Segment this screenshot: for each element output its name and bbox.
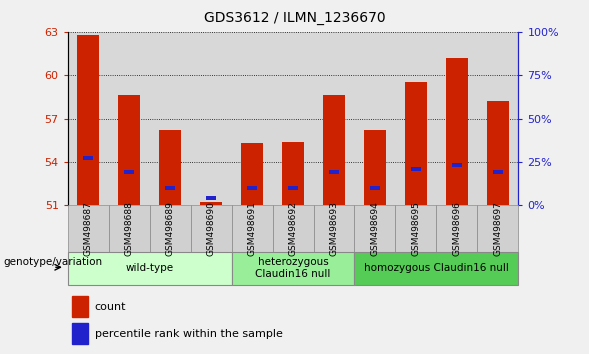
Bar (363, 130, 386, 205)
Bar (83, 156, 93, 160)
Bar (436, 32, 477, 205)
Text: GSM498693: GSM498693 (329, 201, 339, 256)
Bar (109, 205, 150, 251)
Bar (370, 186, 380, 190)
Bar (118, 96, 140, 205)
Bar (436, 205, 477, 251)
Text: GSM498689: GSM498689 (166, 201, 175, 256)
Bar (231, 205, 273, 251)
Bar (313, 205, 355, 251)
Bar (247, 186, 257, 190)
Bar (273, 32, 313, 205)
Bar (68, 205, 109, 251)
Text: GSM498690: GSM498690 (207, 201, 216, 256)
Text: heterozygous
Claudin16 null: heterozygous Claudin16 null (256, 257, 330, 279)
Text: GSM498696: GSM498696 (452, 201, 461, 256)
Bar (150, 32, 191, 205)
Bar (355, 251, 518, 285)
Bar (411, 167, 421, 171)
Bar (206, 196, 216, 200)
Bar (493, 170, 503, 174)
Bar (355, 32, 395, 205)
Text: genotype/variation: genotype/variation (3, 257, 102, 267)
Bar (487, 101, 509, 205)
Bar (477, 32, 518, 205)
Bar (124, 170, 134, 174)
Bar (231, 251, 355, 285)
Bar (355, 205, 395, 251)
Bar (313, 32, 355, 205)
Bar (191, 32, 231, 205)
Bar (72, 324, 88, 344)
Text: percentile rank within the sample: percentile rank within the sample (95, 329, 283, 339)
Bar (323, 96, 345, 205)
Bar (273, 205, 313, 251)
Bar (452, 163, 462, 167)
Bar (231, 32, 273, 205)
Text: GSM498687: GSM498687 (84, 201, 92, 256)
Text: GSM498694: GSM498694 (370, 201, 379, 256)
Bar (191, 205, 231, 251)
Bar (200, 202, 223, 205)
Bar (72, 296, 88, 317)
Text: homozygous Claudin16 null: homozygous Claudin16 null (364, 263, 509, 273)
Bar (77, 35, 100, 205)
Text: GSM498697: GSM498697 (494, 201, 502, 256)
Bar (395, 205, 436, 251)
Bar (159, 130, 181, 205)
Text: GSM498688: GSM498688 (125, 201, 134, 256)
Bar (150, 205, 191, 251)
Bar (282, 142, 305, 205)
Bar (477, 205, 518, 251)
Bar (165, 186, 175, 190)
Text: GDS3612 / ILMN_1236670: GDS3612 / ILMN_1236670 (204, 11, 385, 25)
Text: count: count (95, 302, 126, 312)
Bar (329, 170, 339, 174)
Bar (68, 32, 109, 205)
Text: wild-type: wild-type (125, 263, 174, 273)
Bar (446, 58, 468, 205)
Bar (241, 143, 263, 205)
Bar (109, 32, 150, 205)
Bar (405, 82, 427, 205)
Bar (288, 186, 298, 190)
Text: GSM498695: GSM498695 (411, 201, 421, 256)
Text: GSM498691: GSM498691 (247, 201, 257, 256)
Bar (395, 32, 436, 205)
Bar (68, 251, 231, 285)
Text: GSM498692: GSM498692 (289, 201, 297, 256)
